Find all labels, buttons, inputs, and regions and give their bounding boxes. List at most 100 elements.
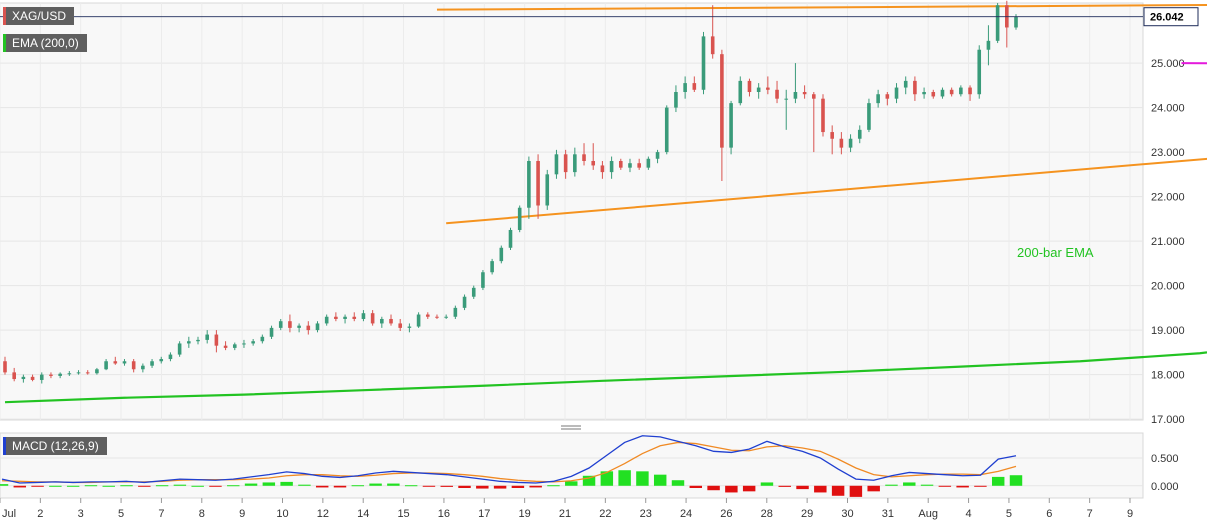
pane-divider-handle[interactable] bbox=[561, 425, 581, 430]
histogram-bar bbox=[191, 485, 204, 487]
instrument-label[interactable]: XAG/USD bbox=[6, 7, 75, 25]
histogram-bar bbox=[938, 485, 952, 487]
price-tick-label: 17.000 bbox=[1151, 414, 1185, 426]
candle-body bbox=[536, 160, 540, 206]
candlesticks bbox=[3, 0, 1018, 384]
time-tick-label: 30 bbox=[841, 508, 853, 520]
ema-color-marker bbox=[3, 34, 6, 52]
candle bbox=[12, 367, 16, 382]
candle-body bbox=[995, 5, 1000, 41]
time-tick-label: 29 bbox=[801, 508, 813, 520]
time-tick-label: 23 bbox=[640, 508, 652, 520]
candle bbox=[352, 312, 357, 322]
candle bbox=[113, 356, 118, 365]
candle-body bbox=[168, 354, 173, 360]
candle-body bbox=[104, 361, 108, 370]
candle-body bbox=[3, 361, 7, 373]
candle-body bbox=[324, 316, 329, 324]
histogram-bar bbox=[796, 485, 809, 490]
candle-body bbox=[618, 160, 623, 168]
price-tick-label: 19.000 bbox=[1151, 325, 1185, 337]
candle bbox=[986, 25, 991, 66]
candle bbox=[122, 359, 127, 366]
candle bbox=[655, 149, 660, 164]
candle bbox=[959, 85, 963, 97]
candle-body bbox=[885, 94, 890, 99]
price-pane-background bbox=[0, 2, 1144, 421]
histogram-bar bbox=[707, 485, 720, 491]
price-tick-label: 24.000 bbox=[1151, 103, 1185, 115]
histogram-bar bbox=[422, 485, 436, 487]
candle bbox=[444, 314, 448, 319]
time-tick-label: 24 bbox=[680, 508, 692, 520]
candle-body bbox=[563, 154, 568, 173]
candle bbox=[729, 100, 733, 155]
candle bbox=[214, 330, 219, 353]
candle bbox=[931, 89, 936, 99]
upper-resistance-trendline bbox=[436, 4, 1207, 11]
histogram-bar bbox=[582, 475, 596, 486]
candle-body bbox=[913, 80, 917, 95]
current-price-label: 26.042 bbox=[1150, 12, 1184, 24]
candle bbox=[903, 76, 908, 95]
histogram-bar bbox=[671, 480, 685, 486]
histogram-bar bbox=[493, 485, 507, 489]
time-tick-label: 10 bbox=[276, 508, 288, 520]
histogram-bar bbox=[102, 485, 115, 487]
candle-body bbox=[609, 160, 614, 173]
candle-body bbox=[637, 163, 641, 168]
candle-body bbox=[802, 92, 807, 95]
candle bbox=[563, 149, 568, 179]
candle-body bbox=[223, 345, 228, 348]
candle-body bbox=[39, 374, 44, 380]
candle-body bbox=[756, 87, 761, 93]
candle-body bbox=[177, 343, 182, 355]
ema-indicator-label[interactable]: EMA (200,0) bbox=[6, 34, 87, 52]
candle bbox=[664, 105, 669, 155]
candle-body bbox=[701, 36, 706, 90]
candle-body bbox=[710, 36, 715, 55]
histogram-bar bbox=[387, 483, 400, 486]
histogram-bar bbox=[458, 485, 471, 488]
candle-body bbox=[251, 341, 255, 344]
candle bbox=[756, 83, 761, 99]
candle bbox=[913, 76, 917, 101]
time-tick-label: 28 bbox=[761, 508, 773, 520]
candle-body bbox=[49, 374, 53, 376]
instrument-color-marker bbox=[3, 7, 6, 25]
histogram-bar bbox=[849, 485, 863, 497]
candle bbox=[343, 314, 347, 324]
candle bbox=[95, 367, 99, 375]
candle-body bbox=[398, 323, 403, 328]
candle bbox=[389, 314, 393, 326]
histogram-bar bbox=[173, 484, 187, 486]
candle-body bbox=[187, 341, 191, 344]
candle bbox=[508, 227, 513, 250]
candle-body bbox=[76, 372, 81, 374]
candle bbox=[839, 132, 844, 155]
time-axis: Jul 2 3 5 7 8 9 10 12 14 15 16 17 19 21 22 23 24 26 28 29 30 3… bbox=[0, 498, 1133, 520]
candle-body bbox=[269, 327, 274, 337]
histogram-bar bbox=[369, 483, 382, 486]
candle bbox=[67, 371, 72, 376]
candle-body bbox=[288, 321, 292, 328]
candle-body bbox=[931, 92, 936, 97]
candle bbox=[554, 149, 559, 179]
candle bbox=[177, 341, 182, 357]
histogram-bar bbox=[725, 485, 738, 493]
candle bbox=[775, 80, 779, 104]
histogram-bar bbox=[831, 485, 845, 496]
histogram-bar bbox=[885, 484, 898, 486]
histogram-bar bbox=[511, 485, 525, 488]
candle bbox=[683, 76, 687, 99]
candle bbox=[104, 359, 108, 371]
candle bbox=[876, 89, 880, 108]
price-tick-label: 18.000 bbox=[1151, 370, 1185, 382]
candle bbox=[58, 372, 62, 379]
candle bbox=[297, 323, 301, 333]
candle-body bbox=[986, 40, 991, 50]
macd-indicator-label[interactable]: MACD (12,26,9) bbox=[6, 437, 107, 455]
histogram-bar bbox=[209, 485, 222, 487]
time-tick-label: 16 bbox=[438, 508, 450, 520]
histogram-bar bbox=[280, 481, 293, 486]
